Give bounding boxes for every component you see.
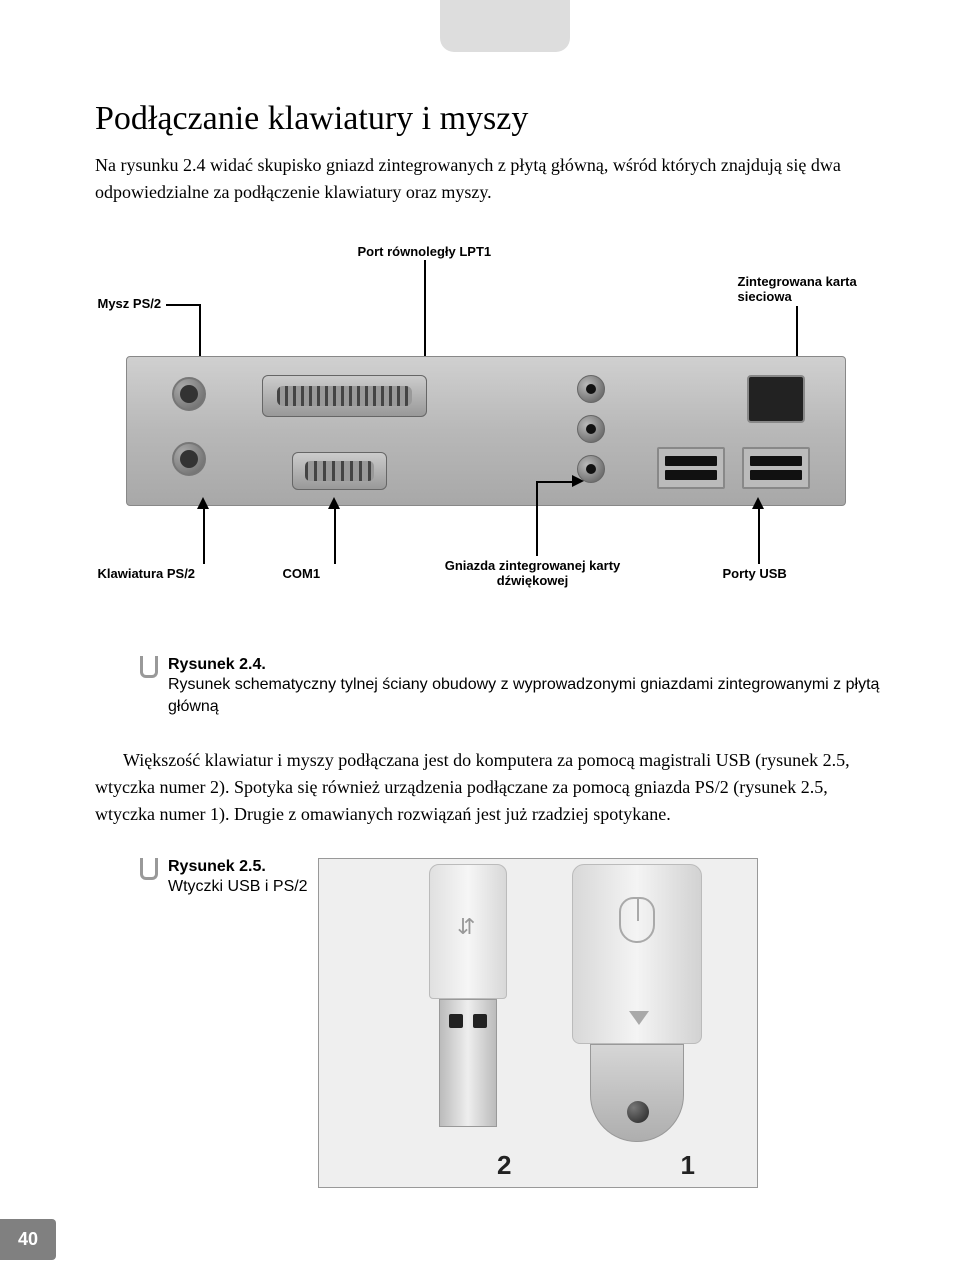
- caption-marker-icon: [140, 656, 158, 678]
- label-audio: Gniazda zintegrowanej karty dźwiękowej: [443, 558, 623, 588]
- arrowhead-icon: [328, 497, 340, 509]
- io-panel: [126, 356, 846, 506]
- label-mouse-ps2: Mysz PS/2: [98, 296, 162, 311]
- page-content: Podłączanie klawiatury i myszy Na rysunk…: [0, 0, 960, 1228]
- label-com1: COM1: [283, 566, 321, 581]
- usb-logo-icon: ⇵: [457, 914, 475, 940]
- figure-label: Rysunek 2.4.: [168, 656, 880, 674]
- com1-port: [292, 452, 387, 490]
- mouse-icon: [619, 897, 655, 943]
- audio-jack: [577, 375, 605, 403]
- audio-jack: [577, 415, 605, 443]
- usb-connector: [439, 999, 497, 1127]
- ps2-mouse-port: [172, 377, 206, 411]
- arrow-line: [536, 481, 538, 556]
- arrow-line: [166, 304, 201, 306]
- body-paragraph: Większość klawiatur i myszy podłączana j…: [95, 747, 880, 828]
- arrow-line: [203, 509, 205, 564]
- plug-number-ps2: 1: [681, 1150, 695, 1181]
- figure-label: Rysunek 2.5.: [168, 858, 308, 876]
- ps2-plug: [572, 864, 702, 1164]
- arrowhead-icon: [752, 497, 764, 509]
- page-number: 40: [0, 1219, 56, 1260]
- label-lpt1: Port równoległy LPT1: [358, 244, 492, 259]
- usb-ports: [742, 447, 810, 489]
- usb-ports: [657, 447, 725, 489]
- arrow-line: [334, 509, 336, 564]
- caption-marker-icon: [140, 858, 158, 880]
- plug-photo: ⇵ 2 1: [318, 858, 758, 1188]
- rear-panel-diagram: Mysz PS/2 Port równoległy LPT1 Zintegrow…: [98, 236, 878, 636]
- usb-plug: ⇵: [429, 864, 507, 1164]
- label-keyboard-ps2: Klawiatura PS/2: [98, 566, 196, 581]
- label-usb: Porty USB: [723, 566, 787, 581]
- ps2-connector: [590, 1044, 684, 1142]
- lpt1-port: [262, 375, 427, 417]
- figure-text: Rysunek schematyczny tylnej ściany obudo…: [168, 674, 880, 717]
- arrow-down-icon: [629, 1011, 649, 1025]
- figure-2-5: Rysunek 2.5. Wtyczki USB i PS/2 ⇵ 2 1: [140, 858, 880, 1188]
- arrow-line: [758, 509, 760, 564]
- arrowhead-icon: [197, 497, 209, 509]
- arrow-line: [424, 260, 426, 360]
- figure-text: Wtyczki USB i PS/2: [168, 876, 308, 898]
- page-title: Podłączanie klawiatury i myszy: [95, 100, 880, 138]
- intro-paragraph: Na rysunku 2.4 widać skupisko gniazd zin…: [95, 152, 880, 206]
- figure-2-4-caption: Rysunek 2.4. Rysunek schematyczny tylnej…: [140, 656, 880, 717]
- arrow-line: [536, 481, 574, 483]
- ps2-keyboard-port: [172, 442, 206, 476]
- arrowhead-icon: [572, 475, 584, 487]
- plug-number-usb: 2: [497, 1150, 511, 1181]
- ethernet-port: [747, 375, 805, 423]
- label-nic: Zintegrowana karta sieciowa: [738, 274, 868, 304]
- top-tab: [440, 0, 570, 52]
